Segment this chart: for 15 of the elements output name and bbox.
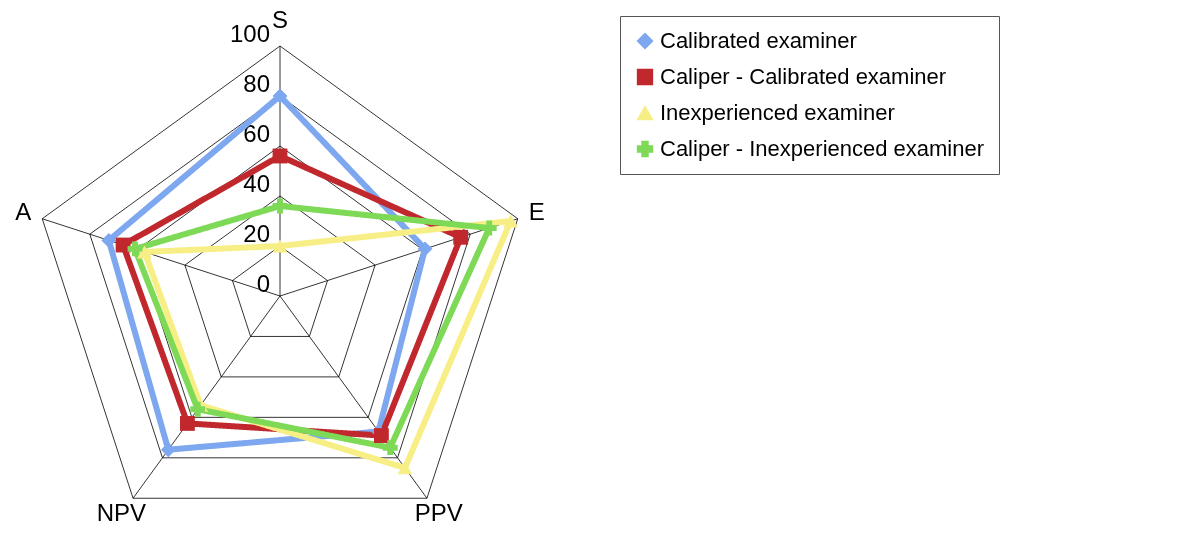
legend-label: Inexperienced examiner	[660, 100, 895, 125]
y-tick-label: 40	[243, 169, 270, 197]
y-tick-label: 80	[243, 69, 270, 97]
legend-label: Calibrated examiner	[660, 28, 857, 53]
spoke-label: NPV	[96, 499, 146, 527]
y-tick-label: 0	[256, 269, 270, 297]
legend-label: Caliper - Inexperienced examiner	[660, 136, 985, 161]
legend-label: Caliper - Calibrated examiner	[660, 64, 947, 89]
y-tick-label: 60	[243, 119, 270, 147]
spoke-label: S	[271, 6, 289, 33]
spoke-label: PPV	[414, 499, 463, 527]
spoke-label: E	[528, 197, 545, 225]
spoke-label: A	[15, 197, 32, 225]
y-tick-label: 100	[229, 19, 270, 47]
y-tick-label: 20	[243, 219, 270, 247]
